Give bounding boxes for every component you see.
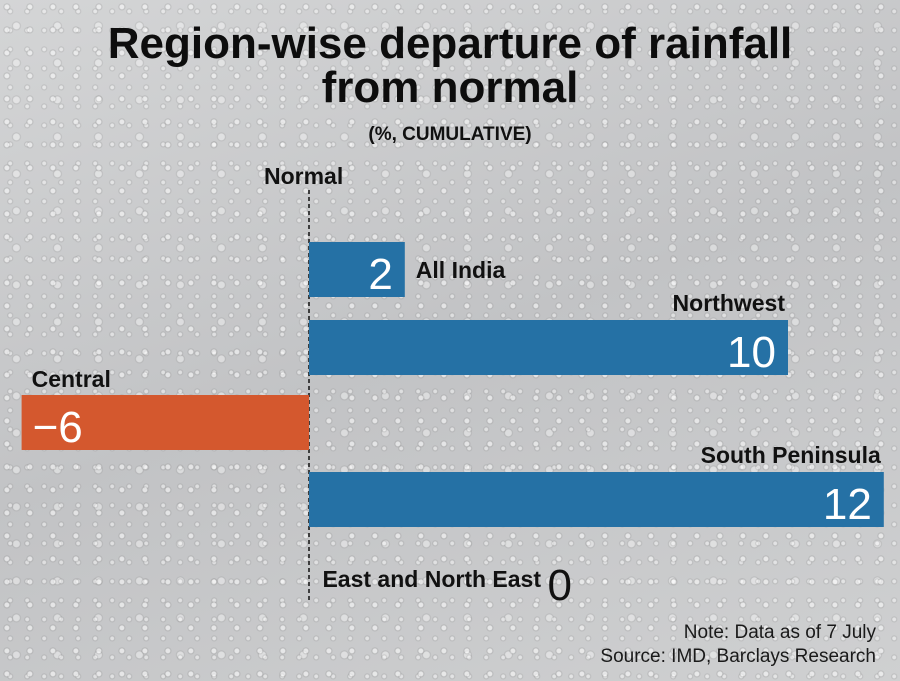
bar-all-india xyxy=(309,242,405,297)
value-label-south-peninsula: 12 xyxy=(823,480,872,529)
value-label-northwest: 10 xyxy=(727,328,776,377)
baseline-label: Normal xyxy=(264,163,344,189)
bar-south-peninsula xyxy=(309,472,884,527)
chart-title-line1: Region-wise departure of rainfall xyxy=(107,19,793,68)
category-label-south-peninsula: South Peninsula xyxy=(701,442,881,468)
value-label-east-and-north-east: 0 xyxy=(548,561,572,610)
category-label-all-india: All India xyxy=(416,257,506,283)
source-text: Source: IMD, Barclays Research xyxy=(600,646,876,667)
note-text: Note: Data as of 7 July xyxy=(683,622,876,643)
value-label-all-india: 2 xyxy=(368,250,392,299)
value-label-central: −6 xyxy=(33,403,83,452)
bar-central xyxy=(21,395,309,450)
bar-northwest xyxy=(309,320,788,375)
chart-title-line2: from normal xyxy=(321,63,579,112)
category-label-central: Central xyxy=(32,366,111,392)
category-label-northwest: Northwest xyxy=(673,290,786,316)
category-label-east-and-north-east: East and North East xyxy=(322,566,541,592)
chart-subtitle: (%, CUMULATIVE) xyxy=(368,124,532,145)
